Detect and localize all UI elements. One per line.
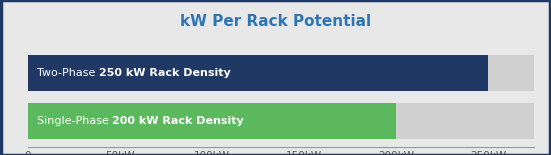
Text: 200 kW Rack Density: 200 kW Rack Density xyxy=(112,116,244,126)
Bar xyxy=(28,103,534,139)
Text: kW Per Rack Potential: kW Per Rack Potential xyxy=(180,14,371,29)
Text: Two-Phase: Two-Phase xyxy=(37,68,99,78)
Bar xyxy=(28,55,488,91)
Text: Single-Phase: Single-Phase xyxy=(37,116,112,126)
Bar xyxy=(28,55,534,91)
Bar xyxy=(28,103,396,139)
Text: 250 kW Rack Density: 250 kW Rack Density xyxy=(99,68,230,78)
